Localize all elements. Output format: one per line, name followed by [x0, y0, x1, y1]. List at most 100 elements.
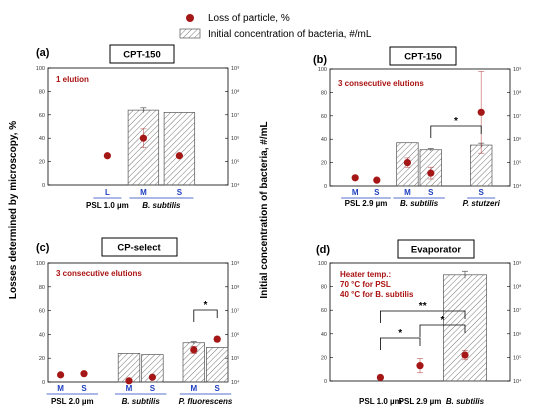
- loss-marker: [461, 351, 469, 359]
- y-left-tick-label: 40: [39, 332, 45, 338]
- y-left-tick-label: 20: [39, 160, 45, 166]
- significance-bracket: [380, 310, 466, 323]
- y-right-tick-label: 10⁹: [513, 66, 521, 73]
- loss-marker: [213, 335, 221, 343]
- group-label: PSL 2.0 µm: [51, 397, 94, 406]
- category-label: S: [374, 188, 380, 197]
- panel-annotation: 1 elution: [56, 75, 89, 84]
- panel-title-box: [101, 237, 178, 257]
- category-label: M: [140, 188, 147, 197]
- legend-marker-label: Loss of particle, %: [208, 13, 290, 24]
- y-right-tick-label: 10⁷: [231, 112, 239, 119]
- y-left-tick-label: 80: [321, 285, 327, 291]
- panel-annotation-line: 70 °C for PSL: [340, 280, 391, 289]
- panel-3: (d) Evaporator 0 20 40 60 80 100 10⁴ 10⁵ 10⁶ 10⁷ 10⁸…: [316, 239, 522, 406]
- bar: [141, 354, 164, 383]
- panel-letter: (b): [313, 54, 327, 66]
- loss-marker: [125, 377, 133, 385]
- y-right-tick-label: 10⁶: [513, 331, 521, 338]
- panel-title: CPT-150: [404, 52, 442, 63]
- group-label: B. subtilis: [400, 199, 439, 208]
- significance-label: *: [398, 328, 402, 339]
- loss-marker: [416, 362, 424, 370]
- y-right-tick-label: 10⁶: [231, 331, 239, 338]
- y-right-tick-label: 10⁸: [513, 89, 521, 96]
- category-label: M: [190, 384, 197, 393]
- y-right-tick-label: 10⁶: [513, 136, 521, 143]
- group-label: P. fluorescens: [179, 397, 233, 406]
- y-left-tick-label: 40: [39, 136, 45, 142]
- y-right-tick-label: 10⁵: [513, 160, 521, 167]
- group-label: B. subtilis: [142, 201, 181, 210]
- plot-frame: [329, 262, 511, 382]
- y-axis-left-label: Losses determined by microscopy, %: [8, 121, 19, 299]
- y-left-tick-label: 20: [321, 355, 327, 361]
- category-label: M: [57, 384, 64, 393]
- loss-marker: [190, 346, 198, 354]
- y-right-tick-label: 10⁸: [513, 284, 521, 291]
- y-right-tick-label: 10⁴: [513, 378, 522, 385]
- category-label: S: [215, 384, 221, 393]
- bar: [163, 112, 196, 186]
- category-label: S: [177, 188, 183, 197]
- y-left-tick-label: 40: [321, 332, 327, 338]
- category-label: M: [352, 188, 359, 197]
- panel-title: CPT-150: [123, 50, 161, 61]
- panel-2: (c) CP-select 0 20 40 60 80 100 10⁴ 10⁵ 10⁶ 10⁷ 10⁸ 1…: [36, 237, 240, 406]
- group-label: PSL 2.9 µm: [345, 199, 388, 208]
- y-left-tick-label: 100: [36, 66, 45, 72]
- y-right-tick-label: 10⁵: [231, 159, 239, 166]
- loss-marker: [477, 108, 485, 116]
- y-right-tick-label: 10⁸: [231, 284, 239, 291]
- significance-label: *: [454, 116, 458, 127]
- group-label: B. subtilis: [446, 397, 485, 406]
- y-right-tick-label: 10⁴: [231, 182, 240, 189]
- y-left-tick-label: 0: [324, 184, 327, 190]
- y-left-tick-label: 80: [39, 285, 45, 291]
- panel-0: (a) CPT-150 0 20 40 60 80 100 10⁴ 10⁵ 10⁶ 10⁷ 10⁸ 10⁹…: [36, 44, 240, 210]
- category-label: M: [404, 188, 411, 197]
- group-label: PSL 2.9 µm: [399, 397, 442, 406]
- loss-marker: [139, 134, 147, 142]
- significance-bracket: [430, 125, 482, 138]
- y-right-tick-label: 10⁷: [513, 113, 521, 120]
- panel-1: (b) CPT-150 0 20 40 60 80 100 10⁴ 10⁵ 10⁶ 10⁷ 10⁸ 10⁹…: [313, 46, 522, 208]
- y-right-tick-label: 10⁴: [513, 183, 522, 190]
- loss-marker: [427, 169, 435, 177]
- y-left-tick-label: 60: [39, 113, 45, 119]
- loss-marker: [148, 373, 156, 381]
- panel-title-box: [389, 46, 457, 66]
- panel-title: Evaporator: [411, 245, 461, 256]
- legend-bar-swatch: [179, 28, 201, 39]
- y-left-tick-label: 100: [36, 261, 45, 267]
- significance-label: **: [419, 301, 427, 312]
- y-right-tick-label: 10⁵: [513, 354, 521, 361]
- loss-marker: [373, 176, 381, 184]
- loss-marker: [103, 152, 111, 160]
- panels: (a) CPT-150 0 20 40 60 80 100 10⁴ 10⁵ 10⁶ 10⁷ 10⁸ 10⁹…: [36, 44, 522, 406]
- y-right-tick-label: 10⁸: [231, 88, 239, 95]
- category-label: L: [105, 188, 110, 197]
- legend: Loss of particle, % Initial concentratio…: [179, 13, 372, 40]
- y-right-tick-label: 10⁹: [231, 260, 239, 267]
- y-right-tick-label: 10⁵: [231, 355, 239, 362]
- significance-label: *: [441, 315, 445, 326]
- y-right-tick-label: 10⁹: [231, 65, 239, 72]
- y-axis-right-label: Initial concentration of bacteria, #/mL: [259, 121, 270, 298]
- category-label: S: [81, 384, 87, 393]
- category-label: S: [150, 384, 156, 393]
- category-label: S: [479, 188, 485, 197]
- panel-annotation-line: Heater temp.:: [340, 270, 391, 279]
- y-right-tick-label: 10⁷: [513, 307, 521, 314]
- panel-annotation: 3 consecutive elutions: [56, 269, 142, 278]
- category-label: M: [126, 384, 133, 393]
- group-label: P. stutzeri: [463, 199, 501, 208]
- panel-title: CP-select: [117, 243, 161, 254]
- group-label: PSL 1.0 µm: [359, 397, 402, 406]
- y-left-tick-label: 0: [42, 380, 45, 386]
- y-left-tick-label: 60: [321, 308, 327, 314]
- y-right-tick-label: 10⁷: [231, 308, 239, 315]
- y-left-tick-label: 80: [39, 89, 45, 95]
- y-right-tick-label: 10⁴: [231, 379, 240, 386]
